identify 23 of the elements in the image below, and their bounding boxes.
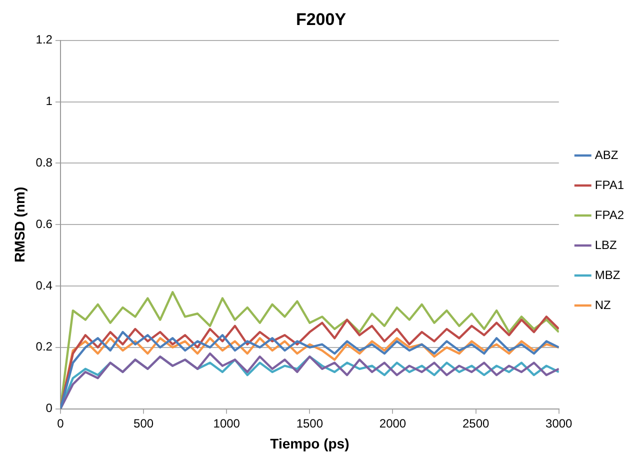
chart-title: F200Y xyxy=(296,10,347,29)
y-tick-label: 0.2 xyxy=(36,340,53,354)
legend-label: LBZ xyxy=(594,238,617,252)
x-tick-label: 0 xyxy=(57,416,64,430)
x-axis-title: Tiempo (ps) xyxy=(270,435,350,452)
y-tick-label: 1.2 xyxy=(36,32,53,47)
legend-label: NZ xyxy=(594,298,611,312)
legend-label: FPA1 xyxy=(594,178,624,192)
y-tick-label: 0.8 xyxy=(36,156,53,170)
legend-label: ABZ xyxy=(594,148,618,162)
legend-label: MBZ xyxy=(594,268,620,282)
x-tick-label: 3000 xyxy=(546,416,573,430)
y-tick-label: 0.6 xyxy=(36,216,53,231)
legend-label: FPA2 xyxy=(594,208,624,222)
y-tick-label: 0.4 xyxy=(36,278,53,292)
x-tick-label: 2000 xyxy=(379,416,406,430)
x-tick-label: 500 xyxy=(134,416,154,430)
x-tick-label: 2500 xyxy=(462,416,490,430)
y-tick-label: 1 xyxy=(46,94,53,108)
x-tick-label: 1500 xyxy=(296,416,324,430)
x-tick-label: 1000 xyxy=(213,416,240,430)
y-axis-title: RMSD (nm) xyxy=(11,186,28,262)
y-tick-label: 0 xyxy=(46,401,53,416)
